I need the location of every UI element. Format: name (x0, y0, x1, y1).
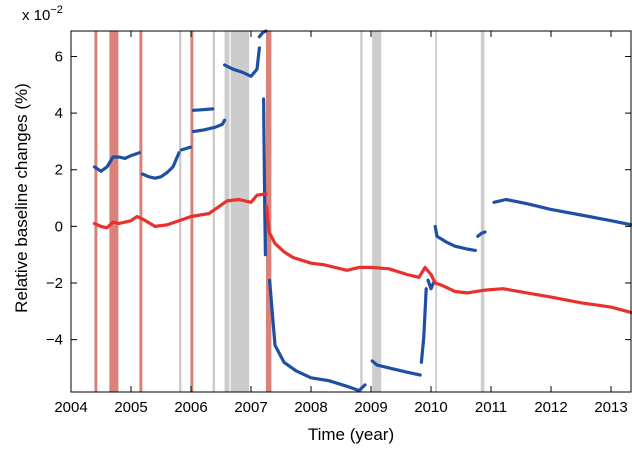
x-tick-label: 2012 (534, 399, 567, 416)
shaded-band-gray (360, 31, 363, 392)
shaded-bands-layer (94, 31, 485, 392)
series-blue (92, 29, 632, 393)
series-blue-segment (268, 278, 367, 393)
series-red-segment (92, 192, 268, 230)
series-layer (92, 29, 632, 393)
y-tick-label: −2 (46, 275, 63, 292)
ticks-layer: 2004 2005 2006 2007 2008 2009 2010 2011 2012 2013… (46, 31, 631, 416)
shaded-band-gray (435, 31, 437, 392)
shaded-band-gray (372, 31, 382, 392)
x-tick-label: 2004 (54, 399, 87, 416)
series-blue-segment (433, 224, 477, 252)
x-tick-label: 2006 (174, 399, 207, 416)
series-blue-segment (257, 29, 268, 39)
x-tick-label: 2007 (234, 399, 267, 416)
series-blue-segment (419, 287, 428, 364)
series-blue-segment (191, 118, 227, 134)
series-red-segment (265, 204, 632, 315)
series-blue-segment (140, 151, 181, 180)
series-blue-segment (191, 107, 215, 112)
y-tick-label: −4 (46, 332, 63, 349)
shaded-band-red (139, 31, 143, 392)
y-tick-label: 4 (55, 105, 63, 122)
x-tick-label: 2009 (354, 399, 387, 416)
shaded-band-gray (179, 31, 182, 392)
x-tick-label: 2011 (475, 399, 507, 416)
series-blue-segment (370, 359, 422, 377)
y-tick-label: 2 (55, 162, 63, 179)
series-blue-segment (223, 46, 261, 78)
series-blue-segment (179, 145, 192, 152)
shaded-band-gray (224, 31, 230, 392)
x-tick-label: 2005 (114, 399, 147, 416)
x-tick-label: 2008 (294, 399, 327, 416)
plot-frame (70, 30, 632, 393)
y-multiplier-label: x 10−2 (22, 4, 63, 24)
y-axis-label: Relative baseline changes (%) (12, 83, 31, 313)
shaded-band-gray (230, 31, 250, 392)
y-tick-label: 6 (55, 48, 63, 65)
shaded-band-red (94, 31, 98, 392)
series-blue-segment (426, 278, 435, 291)
y-multiplier-base: x 10 (22, 7, 50, 24)
shaded-band-gray (480, 31, 485, 392)
series-blue-segment (92, 151, 141, 173)
x-tick-label: 2013 (594, 399, 627, 416)
shaded-band-red (190, 31, 194, 392)
series-red (92, 192, 632, 315)
series-blue-segment (262, 97, 267, 257)
shaded-band-red (266, 31, 272, 392)
x-axis-label: Time (year) (308, 425, 394, 444)
series-blue-segment (476, 230, 487, 238)
y-tick-label: 0 (55, 218, 63, 235)
series-blue-segment (492, 197, 632, 227)
y-multiplier-exponent: −2 (50, 4, 63, 16)
shaded-band-red (109, 31, 119, 392)
x-tick-label: 2010 (414, 399, 447, 416)
